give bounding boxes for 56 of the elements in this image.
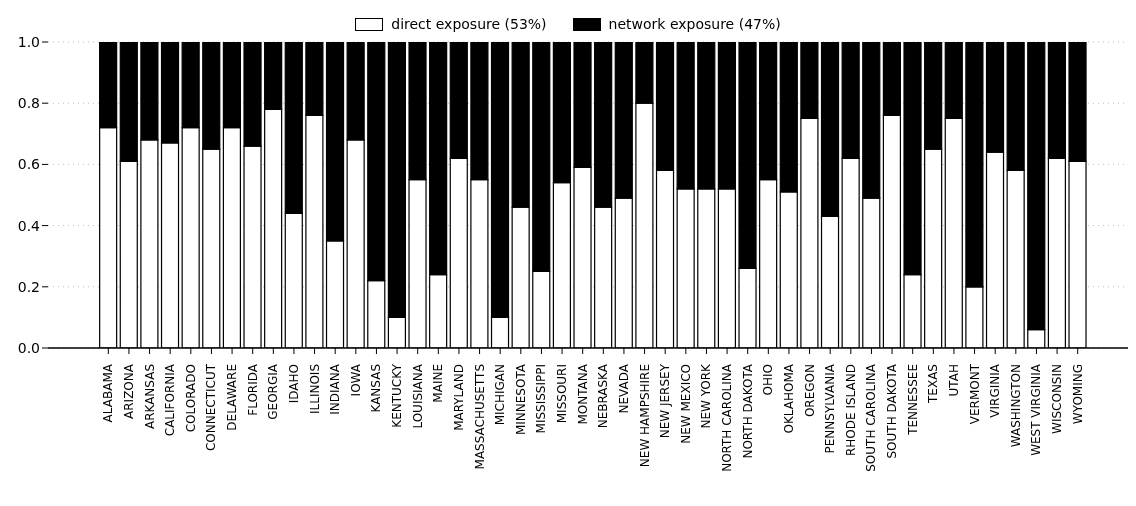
x-tick-label: ILLINOIS (307, 364, 322, 415)
x-tick-label: MICHIGAN (493, 364, 508, 426)
x-tick-label: DELAWARE (225, 364, 240, 431)
x-tick-label: NEVADA (616, 363, 631, 414)
legend-label: direct exposure (53%) (391, 16, 547, 32)
x-tick-label: NORTH DAKOTA (740, 363, 755, 459)
x-tick-label: LOUISIANA (410, 363, 425, 429)
x-tick-label: RHODE ISLAND (843, 364, 858, 456)
x-tick-label: IOWA (348, 363, 363, 397)
x-tick-label: WEST VIRGINIA (1029, 363, 1044, 456)
x-tick-label: MINNESOTA (513, 363, 528, 436)
x-tick-label: WASHINGTON (1008, 364, 1023, 448)
x-tick-label: MISSISSIPPI (534, 364, 549, 434)
x-tick-label: KENTUCKY (390, 363, 405, 428)
x-tick-label: CALIFORNIA (163, 363, 178, 437)
x-tick-label: WISCONSIN (1050, 364, 1065, 434)
x-tick-label: ALABAMA (101, 363, 116, 423)
y-tick-label: 0.6 (17, 156, 41, 173)
x-tick-label: VERMONT (967, 363, 982, 425)
x-tick-label: NEW MEXICO (678, 364, 693, 444)
y-tick-label: 1.0 (17, 33, 40, 50)
x-tick-label: SOUTH DAKOTA (885, 363, 900, 459)
x-tick-label: TENNESSEE (905, 364, 920, 436)
x-tick-label: GEORGIA (266, 363, 281, 420)
x-tick-label: NEW YORK (699, 362, 714, 429)
x-tick-label: TEXAS (926, 364, 941, 404)
x-tick-label: UTAH (946, 364, 961, 397)
x-tick-label: NEBRASKA (596, 363, 611, 429)
x-tick-label: SOUTH CAROLINA (864, 363, 879, 472)
x-tick-label: IDAHO (286, 364, 301, 404)
x-tick-label: VIRGINIA (988, 363, 1003, 418)
y-tick-label: 0.4 (17, 217, 41, 234)
x-tick-label: NORTH CAROLINA (720, 363, 735, 472)
x-tick-label: OKLAHOMA (781, 363, 796, 434)
x-tick-label: OREGON (802, 364, 817, 418)
x-tick-label: MONTANA (575, 363, 590, 425)
x-tick-label: NEW HAMPSHIRE (637, 364, 652, 468)
x-tick-label: WYOMING (1070, 364, 1085, 425)
y-tick-label: 0.0 (17, 339, 40, 356)
x-tick-label: KANSAS (369, 364, 384, 413)
x-tick-label: PENNSYLVANIA (823, 363, 838, 454)
x-tick-label: MISSOURI (555, 364, 570, 424)
x-tick-label: MAINE (431, 364, 446, 403)
x-tick-label: FLORIDA (245, 363, 260, 416)
x-tick-label: ARIZONA (121, 363, 136, 419)
x-tick-label: ARKANSAS (142, 364, 157, 430)
x-tick-label: INDIANA (328, 363, 343, 415)
x-tick-label: MARYLAND (451, 364, 466, 431)
x-tick-label: CONNECTICUT (204, 363, 219, 452)
x-tick-label: MASSACHUSETTS (472, 364, 487, 470)
x-tick-label: NEW JERSEY (658, 363, 673, 439)
legend-label: network exposure (47%) (608, 16, 781, 32)
x-tick-label: COLORADO (183, 364, 198, 433)
y-tick-label: 0.8 (17, 95, 40, 112)
x-tick-label: OHIO (761, 364, 776, 396)
y-tick-label: 0.2 (17, 278, 40, 295)
